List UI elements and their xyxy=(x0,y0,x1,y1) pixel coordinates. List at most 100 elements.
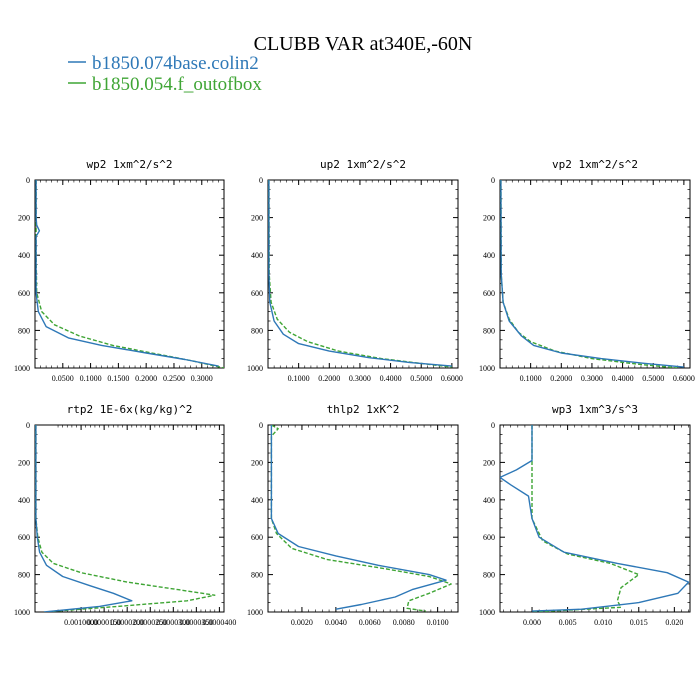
x-tick-label: 0.1000 xyxy=(288,374,310,383)
y-tick-label: 1000 xyxy=(14,608,30,617)
x-tick-label: 0.0060 xyxy=(359,618,381,627)
y-tick-label: 0 xyxy=(491,421,495,430)
y-tick-label: 0 xyxy=(259,421,263,430)
y-tick-label: 0 xyxy=(259,176,263,185)
x-tick-label: 0.015 xyxy=(630,618,648,627)
x-tick-label: 0.0100 xyxy=(427,618,449,627)
x-tick-label: 0.0040 xyxy=(325,618,347,627)
y-tick-label: 1000 xyxy=(247,608,263,617)
y-tick-label: 800 xyxy=(483,571,495,580)
y-tick-label: 800 xyxy=(251,571,263,580)
series-line-outofbox xyxy=(270,425,452,612)
y-tick-label: 800 xyxy=(18,571,30,580)
x-tick-label: 0.3000 xyxy=(581,374,603,383)
x-tick-label: 0.0010000 xyxy=(64,618,98,627)
x-tick-label: 0.4000 xyxy=(612,374,634,383)
x-tick-label: 0.5000 xyxy=(642,374,664,383)
y-tick-label: 200 xyxy=(251,214,263,223)
panel-title: up2 1xm^2/s^2 xyxy=(320,158,406,171)
y-tick-label: 200 xyxy=(18,214,30,223)
y-tick-label: 1000 xyxy=(14,364,30,373)
y-tick-label: 400 xyxy=(483,496,495,505)
y-tick-label: 400 xyxy=(251,251,263,260)
plot-frame xyxy=(34,179,225,369)
panel-title: wp3 1xm^3/s^3 xyxy=(552,403,638,416)
x-tick-label: 0.6000 xyxy=(441,374,463,383)
x-tick-label: 0.2000 xyxy=(135,374,157,383)
x-tick-label: 0.0000350 xyxy=(179,618,213,627)
plot-frame xyxy=(499,424,691,613)
y-tick-label: 400 xyxy=(251,496,263,505)
panel-6: wp3 1xm^3/s^3 0 200 400 600 800 1000 0.000 0.005… xyxy=(479,403,691,627)
y-tick-label: 800 xyxy=(483,326,495,335)
plot-frame xyxy=(34,424,225,613)
x-tick-label: 0.3000 xyxy=(349,374,371,383)
y-tick-label: 1000 xyxy=(479,608,495,617)
legend-label-2: b1850.054.f_outofbox xyxy=(92,74,262,95)
x-tick-label: 0.0020 xyxy=(291,618,313,627)
x-tick-label: 0.005 xyxy=(559,618,577,627)
y-tick-label: 600 xyxy=(483,533,495,542)
panel-3: vp2 1xm^2/s^2 0 200 400 600 800 1000 0.1000 0.20… xyxy=(479,158,695,383)
y-tick-label: 200 xyxy=(251,458,263,467)
series-line-outofbox xyxy=(35,425,216,612)
plot-frame xyxy=(267,179,459,369)
x-tick-label: 0.0000250 xyxy=(133,618,167,627)
x-tick-label: 0.0000300 xyxy=(156,618,190,627)
x-tick-label: 0.5000 xyxy=(410,374,432,383)
y-tick-label: 400 xyxy=(18,251,30,260)
x-tick-label: 0.2000 xyxy=(318,374,340,383)
y-tick-label: 800 xyxy=(18,326,30,335)
y-tick-label: 600 xyxy=(18,533,30,542)
panel-title: wp2 1xm^2/s^2 xyxy=(86,158,172,171)
y-tick-label: 200 xyxy=(483,214,495,223)
y-tick-label: 800 xyxy=(251,326,263,335)
series-line-base xyxy=(270,425,447,610)
y-tick-label: 600 xyxy=(18,289,30,298)
y-tick-label: 200 xyxy=(18,458,30,467)
x-tick-label: 0.0000200 xyxy=(110,618,144,627)
series-line-base xyxy=(500,180,684,368)
x-tick-label: 0.0000400 xyxy=(202,618,236,627)
panel-title: vp2 1xm^2/s^2 xyxy=(552,158,638,171)
legend: b1850.074base.colin2 b1850.054.f_outofbo… xyxy=(68,53,262,95)
x-tick-label: 0.1500 xyxy=(107,374,129,383)
panel-2: up2 1xm^2/s^2 0 200 400 600 800 1000 0.1000 0.20… xyxy=(247,158,463,383)
x-tick-label: 0.010 xyxy=(594,618,612,627)
y-tick-label: 600 xyxy=(251,289,263,298)
plot-frame xyxy=(267,424,459,613)
series-line-base xyxy=(35,180,219,367)
series-line-outofbox xyxy=(531,425,640,612)
legend-label-1: b1850.074base.colin2 xyxy=(92,53,259,74)
panel-title: thlp2 1xK^2 xyxy=(327,403,400,416)
x-tick-label: 0.0000150 xyxy=(87,618,121,627)
y-tick-label: 0 xyxy=(26,421,30,430)
figure-title: CLUBB VAR at340E,-60N xyxy=(254,33,473,55)
y-tick-label: 0 xyxy=(491,176,495,185)
y-tick-label: 200 xyxy=(483,458,495,467)
panel-4: rtp2 1E-6x(kg/kg)^2 0 200 400 600 800 1000 0.00… xyxy=(14,403,236,627)
y-tick-label: 400 xyxy=(18,496,30,505)
x-tick-label: 0.6000 xyxy=(673,374,695,383)
y-tick-label: 400 xyxy=(483,251,495,260)
series-line-base xyxy=(35,425,133,612)
x-tick-label: 0.000 xyxy=(523,618,541,627)
x-tick-label: 0.0500 xyxy=(52,374,74,383)
y-tick-label: 1000 xyxy=(479,364,495,373)
panel-5: thlp2 1xK^2 0 200 400 600 800 1000 0.0020 0.0040… xyxy=(247,403,459,627)
y-tick-label: 600 xyxy=(483,289,495,298)
series-line-outofbox xyxy=(35,180,224,368)
x-tick-label: 0.2000 xyxy=(550,374,572,383)
x-tick-label: 0.4000 xyxy=(380,374,402,383)
y-tick-label: 0 xyxy=(26,176,30,185)
x-tick-label: 0.0080 xyxy=(393,618,415,627)
panel-title: rtp2 1E-6x(kg/kg)^2 xyxy=(67,403,193,416)
y-tick-label: 600 xyxy=(251,533,263,542)
panels: wp2 1xm^2/s^2 0 200 400 600 800 1000 0.0500 0.10… xyxy=(14,158,695,627)
x-tick-label: 0.1000 xyxy=(520,374,542,383)
series-line-base xyxy=(268,180,452,367)
y-tick-label: 1000 xyxy=(247,364,263,373)
x-tick-label: 0.2500 xyxy=(163,374,185,383)
panel-1: wp2 1xm^2/s^2 0 200 400 600 800 1000 0.0500 0.10… xyxy=(14,158,225,383)
